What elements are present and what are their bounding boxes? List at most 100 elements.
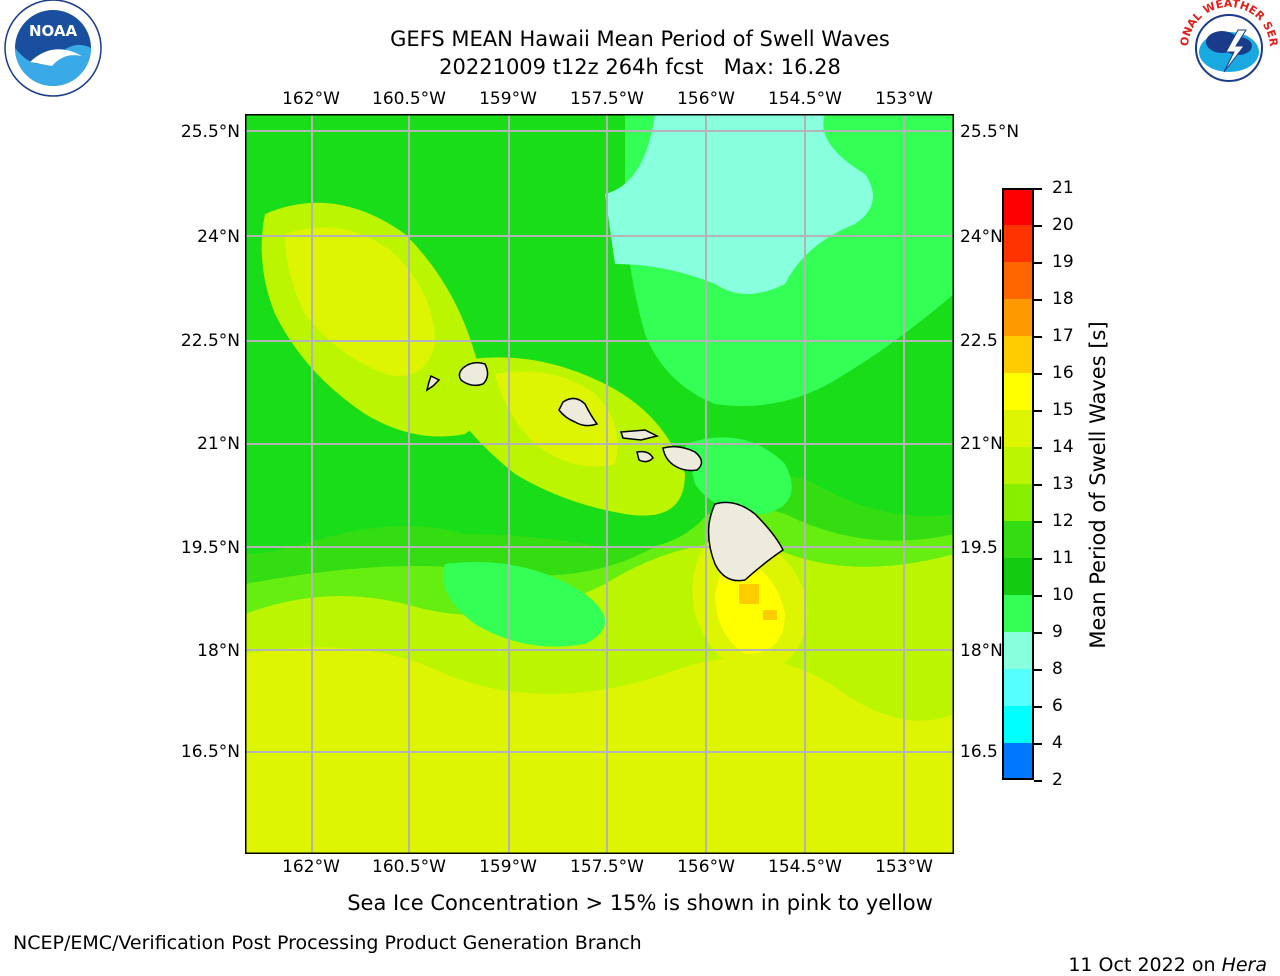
- colorbar-tick-mark: [1034, 188, 1042, 190]
- colorbar-title: Mean Period of Swell Waves [s]: [1086, 321, 1110, 649]
- lat-tick-right: 25.5°N: [960, 122, 1020, 142]
- sea-ice-note: Sea Ice Concentration > 15% is shown in …: [347, 891, 933, 915]
- hawaiian-islands: [425, 361, 784, 582]
- colorbar-swatch: [1002, 632, 1034, 670]
- colorbar-tick-mark: [1034, 336, 1042, 338]
- lon-tick-top: 154.5°W: [768, 89, 842, 109]
- colorbar-swatch: [1002, 484, 1034, 522]
- island-kauai: [458, 361, 489, 387]
- colorbar-swatch: [1002, 558, 1034, 596]
- lat-tick-right: 16.5: [960, 742, 998, 762]
- lon-tick-top: 156°W: [677, 89, 735, 109]
- colorbar-swatch: [1002, 743, 1034, 781]
- lat-tick-left: 22.5°N: [180, 331, 240, 351]
- lon-tick-top: 157.5°W: [570, 89, 644, 109]
- colorbar-tick-label: 17: [1052, 326, 1074, 346]
- colorbar-tick-mark: [1034, 743, 1042, 745]
- colorbar-tick-label: 6: [1052, 696, 1063, 716]
- island-niihau: [425, 374, 441, 392]
- island-hawaii: [707, 501, 784, 582]
- lon-tick-top: 162°W: [282, 89, 340, 109]
- colorbar-swatches: [1002, 188, 1034, 781]
- colorbar-swatch: [1002, 225, 1034, 263]
- lon-tick-bottom: 157.5°W: [570, 857, 644, 877]
- lon-tick-top: 153°W: [875, 89, 933, 109]
- chart-title: GEFS MEAN Hawaii Mean Period of Swell Wa…: [390, 27, 890, 51]
- colorbar-tick-mark: [1034, 521, 1042, 523]
- lat-tick-left: 24°N: [197, 227, 240, 247]
- colorbar-tick-label: 14: [1052, 437, 1074, 457]
- colorbar-tick-label: 20: [1052, 215, 1074, 235]
- run-date-text: 11 Oct 2022 on: [1068, 954, 1222, 976]
- colorbar-frame: [1002, 188, 1034, 780]
- colorbar-swatch: [1002, 299, 1034, 337]
- noaa-logo: NOAA: [2, 0, 104, 100]
- lon-tick-bottom: 162°W: [282, 857, 340, 877]
- colorbar-tick-mark: [1034, 558, 1042, 560]
- colorbar-tick-label: 18: [1052, 289, 1074, 309]
- colorbar-tick-mark: [1034, 262, 1042, 264]
- colorbar-tick-mark: [1034, 373, 1042, 375]
- colorbar-tick-label: 19: [1052, 252, 1074, 272]
- colorbar-tick-label: 8: [1052, 659, 1063, 679]
- lat-tick-right: 22.5: [960, 331, 998, 351]
- lat-tick-left: 25.5°N: [180, 122, 240, 142]
- host-name: Hera: [1221, 954, 1267, 976]
- lat-tick-left: 16.5°N: [180, 742, 240, 762]
- map-frame: [244, 113, 955, 855]
- colorbar-tick-label: 15: [1052, 400, 1074, 420]
- lat-tick-right: 19.5: [960, 538, 998, 558]
- lat-tick-left: 21°N: [197, 434, 240, 454]
- colorbar-tick-label: 13: [1052, 474, 1074, 494]
- colorbar-tick-mark: [1034, 632, 1042, 634]
- colorbar-tick-mark: [1034, 299, 1042, 301]
- island-oahu: [558, 397, 599, 427]
- colorbar-tick-label: 16: [1052, 363, 1074, 383]
- colorbar-tick-mark: [1034, 484, 1042, 486]
- run-date: 11 Oct 2022 on Hera: [1056, 932, 1267, 976]
- chart-subtitle: 20221009 t12z 264h fcst Max: 16.28: [439, 55, 841, 79]
- lat-tick-right: 24°N: [960, 227, 1003, 247]
- lat-tick-left: 19.5°N: [180, 538, 240, 558]
- lat-tick-right: 18°N: [960, 641, 1003, 661]
- colorbar-swatch: [1002, 706, 1034, 744]
- colorbar-tick-mark: [1034, 595, 1042, 597]
- lon-tick-bottom: 156°W: [677, 857, 735, 877]
- max-patch-small: [763, 610, 777, 620]
- colorbar-tick-label: 21: [1052, 178, 1074, 198]
- colorbar-swatch: [1002, 336, 1034, 374]
- colorbar-tick-label: 9: [1052, 622, 1063, 642]
- colorbar-swatch: [1002, 521, 1034, 559]
- lon-tick-bottom: 153°W: [875, 857, 933, 877]
- map-panel: [244, 113, 955, 855]
- colorbar-swatch: [1002, 447, 1034, 485]
- colorbar-swatch: [1002, 595, 1034, 633]
- colorbar-tick-mark: [1034, 706, 1042, 708]
- colorbar-tick-label: 10: [1052, 585, 1074, 605]
- graticule: [245, 114, 954, 854]
- swell-period-map: [244, 113, 955, 855]
- colorbar-tick-label: 4: [1052, 733, 1063, 753]
- colorbar-tick-mark: [1034, 780, 1042, 782]
- island-molokai: [619, 429, 660, 441]
- colorbar-swatch: [1002, 410, 1034, 448]
- colorbar-tick-label: 12: [1052, 511, 1074, 531]
- max-patch: [739, 584, 759, 604]
- producer-credit: NCEP/EMC/Verification Post Processing Pr…: [13, 932, 642, 954]
- colorbar-swatch: [1002, 669, 1034, 707]
- colorbar-swatch: [1002, 262, 1034, 300]
- colorbar-swatch: [1002, 188, 1034, 226]
- lat-tick-right: 21°N: [960, 434, 1003, 454]
- colorbar-tick-mark: [1034, 410, 1042, 412]
- lon-tick-bottom: 160.5°W: [372, 857, 446, 877]
- island-lanai: [636, 450, 654, 463]
- colorbar-tick-label: 11: [1052, 548, 1074, 568]
- lon-tick-bottom: 159°W: [479, 857, 537, 877]
- island-maui: [662, 445, 703, 472]
- lon-tick-top: 160.5°W: [372, 89, 446, 109]
- lon-tick-bottom: 154.5°W: [768, 857, 842, 877]
- colorbar-tick-mark: [1034, 669, 1042, 671]
- lat-tick-left: 18°N: [197, 641, 240, 661]
- colorbar-tick-mark: [1034, 225, 1042, 227]
- colorbar: [1002, 188, 1034, 781]
